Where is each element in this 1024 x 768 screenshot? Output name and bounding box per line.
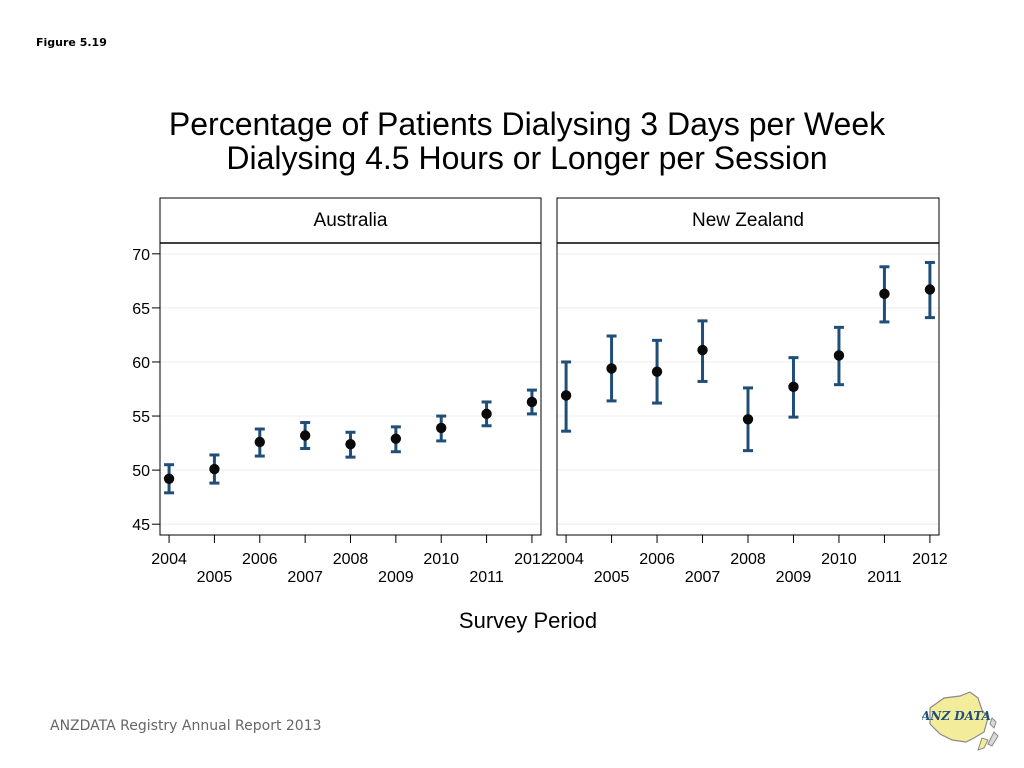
- data-point-new-zealand-2008: [742, 414, 754, 425]
- x-tick-label-new-zealand-2010: 2010: [821, 551, 857, 568]
- data-point-australia-2004: [163, 473, 175, 484]
- x-tick-label-australia-2011: 2011: [469, 569, 504, 586]
- x-tick-label-new-zealand-2011: 2011: [867, 569, 902, 586]
- data-point-australia-2008: [345, 438, 356, 450]
- data-point-new-zealand-2012: [924, 284, 936, 295]
- anzdata-logo: ANZ DATA: [922, 691, 999, 751]
- x-tick-label-australia-2010: 2010: [423, 551, 459, 568]
- x-tick-label-new-zealand-2012: 2012: [912, 551, 948, 568]
- panel-header-new-zealand: [556, 197, 940, 244]
- footer-text: ANZDATA Registry Annual Report 2013: [50, 718, 322, 734]
- data-point-new-zealand-2009: [788, 381, 799, 393]
- y-tick-label-50: 50: [132, 463, 150, 480]
- x-tick-label-new-zealand-2009: 2009: [776, 569, 812, 586]
- x-tick-label-australia-2007: 2007: [287, 569, 323, 586]
- data-point-new-zealand-2007: [697, 344, 708, 356]
- data-point-australia-2006: [254, 436, 265, 448]
- chart-title-line-2: Dialysing 4.5 Hours or Longer per Sessio…: [226, 140, 828, 176]
- data-point-australia-2012: [526, 396, 538, 408]
- x-tick-label-australia-2006: 2006: [242, 551, 278, 568]
- data-point-new-zealand-2010: [833, 350, 845, 361]
- data-point-new-zealand-2006: [651, 366, 663, 377]
- x-tick-label-new-zealand-2004: 2004: [548, 551, 584, 568]
- panel-title-new-zealand: New Zealand: [692, 210, 804, 231]
- y-tick-label-70: 70: [132, 247, 150, 264]
- y-tick-label-60: 60: [132, 355, 150, 372]
- data-point-new-zealand-2004: [560, 390, 572, 401]
- panel-title-australia: Australia: [314, 210, 388, 231]
- x-axis-label: Survey Period: [459, 608, 597, 633]
- x-tick-label-australia-2005: 2005: [197, 569, 233, 586]
- x-tick-label-australia-2008: 2008: [333, 551, 369, 568]
- data-point-new-zealand-2005: [606, 363, 617, 374]
- panel-frame-australia: [159, 242, 542, 536]
- y-tick-label-55: 55: [132, 409, 150, 426]
- data-point-australia-2007: [299, 430, 311, 441]
- data-point-australia-2005: [209, 463, 220, 475]
- figure-label: Figure 5.19: [36, 36, 107, 49]
- y-tick-label-65: 65: [132, 301, 150, 318]
- data-point-australia-2009: [390, 433, 402, 444]
- logo-text: ANZ DATA: [922, 709, 991, 723]
- y-tick-label-45: 45: [132, 517, 150, 534]
- chart-title-line-1: Percentage of Patients Dialysing 3 Days …: [168, 106, 886, 142]
- x-tick-label-australia-2004: 2004: [151, 551, 187, 568]
- data-point-australia-2011: [481, 408, 492, 420]
- x-tick-label-new-zealand-2008: 2008: [730, 551, 766, 568]
- data-point-australia-2010: [436, 422, 447, 434]
- x-tick-label-new-zealand-2005: 2005: [594, 569, 630, 586]
- x-tick-label-australia-2012: 2012: [514, 551, 550, 568]
- data-point-new-zealand-2011: [879, 288, 890, 300]
- panel-header-australia: [159, 197, 542, 244]
- x-tick-label-australia-2009: 2009: [378, 569, 414, 586]
- x-tick-label-new-zealand-2006: 2006: [639, 551, 675, 568]
- x-tick-label-new-zealand-2007: 2007: [685, 569, 721, 586]
